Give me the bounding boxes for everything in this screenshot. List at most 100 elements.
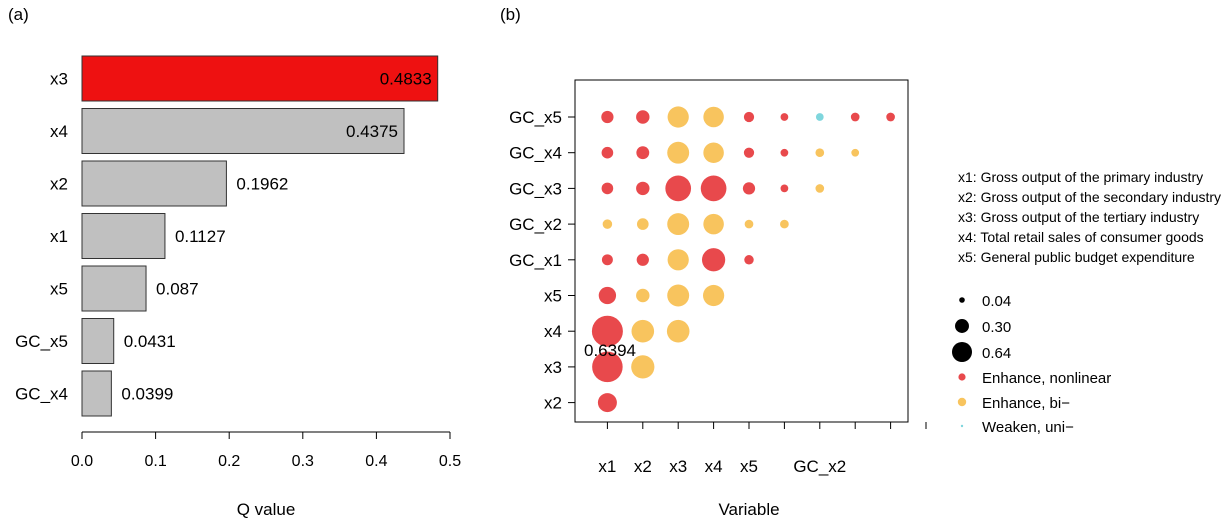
panel-b-bubble-chart: GC_x5 GC_x4 GC_x3 GC_x2 GC_x1 x5 x4 x3 x2 x1 x2 x3… (509, 79, 927, 519)
panel-b-y-axis: GC_x5 GC_x4 GC_x3 GC_x2 GC_x1 x5 x4 x3 x2 (509, 108, 575, 413)
panel-a-bars: x3 0.4833 x4 0.4375 x2 0.1962 x1 0.1127 x5 0.087 G… (15, 55, 439, 417)
type-legend-label: Weaken, uni− (982, 419, 1074, 436)
point-x5-x3 (667, 284, 690, 307)
point-x5-x4 (702, 284, 725, 307)
x-tick-label: x3 (669, 457, 687, 476)
panel-b-x-axis-title: Variable (718, 500, 779, 519)
y-tick-label: x4 (544, 322, 562, 341)
x-tick-label: 0.4 (365, 453, 387, 470)
bar-category-label: x4 (50, 122, 68, 141)
x-tick-label: 0.1 (144, 453, 166, 470)
point-GC_x5-GC_x3 (850, 112, 860, 122)
bar-value-label: 0.1127 (175, 227, 226, 246)
point-x2-x1 (597, 393, 617, 413)
point-GC_x1-x3 (667, 249, 689, 271)
panel-a-x-axis-title: Q value (237, 500, 296, 519)
point-GC_x3-x1 (601, 182, 614, 195)
point-GC_x5-x3 (667, 106, 689, 128)
x-tick-label: x1 (598, 457, 616, 476)
point-GC_x3-x3 (665, 175, 692, 202)
size-legend-marker (951, 341, 973, 363)
point-GC_x1-x4 (701, 248, 726, 272)
x-tick-label: x2 (634, 457, 652, 476)
type-legend-label: Enhance, nonlinear (982, 370, 1111, 387)
bar-category-label: x2 (50, 175, 68, 194)
x-tick-label: x4 (705, 457, 723, 476)
y-tick-label: GC_x1 (509, 251, 562, 270)
bar-category-label: GC_x4 (15, 385, 68, 404)
point-GC_x2-x5 (744, 219, 754, 229)
y-tick-label: GC_x2 (509, 215, 562, 234)
variable-legend: x1: Gross output of the primary industry… (958, 169, 1221, 265)
y-tick-label: GC_x3 (509, 179, 562, 198)
point-GC_x1-x2 (636, 253, 649, 266)
variable-legend-item: x5: General public budget expenditure (958, 249, 1195, 265)
point-x3-x2 (631, 355, 655, 379)
bar-value-label: 0.4833 (380, 70, 432, 89)
point-GC_x5-GC_x4 (886, 112, 895, 122)
point-x4-x2 (631, 319, 655, 343)
panel-b-points (591, 106, 895, 413)
size-legend-marker (959, 297, 965, 303)
point-GC_x2-x4 (703, 213, 724, 235)
bar-x3 (81, 55, 439, 102)
point-x3-x1 (592, 351, 623, 383)
point-GC_x3-x2 (636, 181, 650, 196)
bar-category-label: x5 (50, 280, 68, 299)
point-GC_x3-x4 (700, 175, 727, 202)
bar-value-label: 0.4375 (346, 122, 398, 141)
variable-legend-item: x2: Gross output of the secondary indust… (958, 189, 1221, 205)
point-GC_x4-x3 (667, 141, 690, 164)
point-GC_x2-x3 (667, 213, 690, 236)
size-legend-label: 0.04 (982, 293, 1011, 310)
bar-x1 (81, 213, 166, 259)
panel-b-annotation: 0.6394 (584, 341, 636, 360)
point-GC_x4-x1 (601, 146, 614, 159)
type-legend-marker (960, 424, 964, 428)
y-tick-label: x3 (544, 358, 562, 377)
type-legend-marker (957, 397, 967, 407)
size-legend: 0.04 0.30 0.64 (951, 293, 1011, 363)
variable-legend-item: x4: Total retail sales of consumer goods (958, 229, 1204, 245)
point-GC_x4-x4 (703, 142, 724, 163)
panel-b-label: (b) (500, 5, 521, 24)
size-legend-label: 0.30 (982, 319, 1011, 336)
point-GC_x2-x1 (602, 219, 613, 229)
bar-value-label: 0.0431 (124, 332, 176, 351)
point-GC_x4-GC_x3 (851, 148, 860, 157)
type-legend: Enhance, nonlinear Enhance, bi− Weaken, un… (957, 370, 1111, 436)
point-GC_x5-x2 (636, 110, 650, 124)
bar-x2 (81, 160, 227, 207)
point-x4-x1 (591, 315, 623, 347)
point-GC_x2-x2 (636, 218, 649, 230)
x-tick-label: x5 (740, 457, 758, 476)
size-legend-marker (955, 319, 969, 333)
bar-value-label: 0.1962 (236, 175, 288, 194)
point-GC_x5-GC_x2 (815, 113, 824, 121)
variable-legend-item: x3: Gross output of the tertiary industr… (958, 209, 1199, 225)
point-GC_x5-x4 (703, 106, 724, 128)
type-legend-marker (958, 373, 966, 381)
panel-a-x-axis: 0.0 0.1 0.2 0.3 0.4 0.5 (71, 431, 461, 470)
point-GC_x5-GC_x1 (780, 113, 789, 121)
point-x5-x2 (636, 288, 650, 303)
bar-x4 (81, 108, 405, 154)
y-tick-label: x2 (544, 394, 562, 413)
point-x5-x1 (598, 286, 617, 305)
x-tick-label: 0.2 (218, 453, 240, 470)
y-tick-label: GC_x5 (509, 108, 562, 127)
point-GC_x1-x1 (601, 254, 613, 266)
point-GC_x4-GC_x2 (815, 148, 825, 158)
bar-GC_x4 (81, 370, 112, 417)
panel-b-plot-frame (574, 79, 909, 423)
bar-category-label: x1 (50, 227, 68, 246)
point-GC_x4-x2 (636, 146, 650, 160)
panel-a-bar-chart: x3 0.4833 x4 0.4375 x2 0.1962 x1 0.1127 x5 0.087 G… (15, 55, 461, 519)
bar-GC_x5 (81, 318, 115, 364)
point-GC_x5-x1 (601, 110, 614, 124)
point-GC_x3-GC_x1 (780, 184, 789, 193)
bar-category-label: x3 (50, 70, 68, 89)
point-GC_x2-GC_x1 (780, 219, 789, 229)
x-tick-label: 0.0 (71, 453, 93, 470)
